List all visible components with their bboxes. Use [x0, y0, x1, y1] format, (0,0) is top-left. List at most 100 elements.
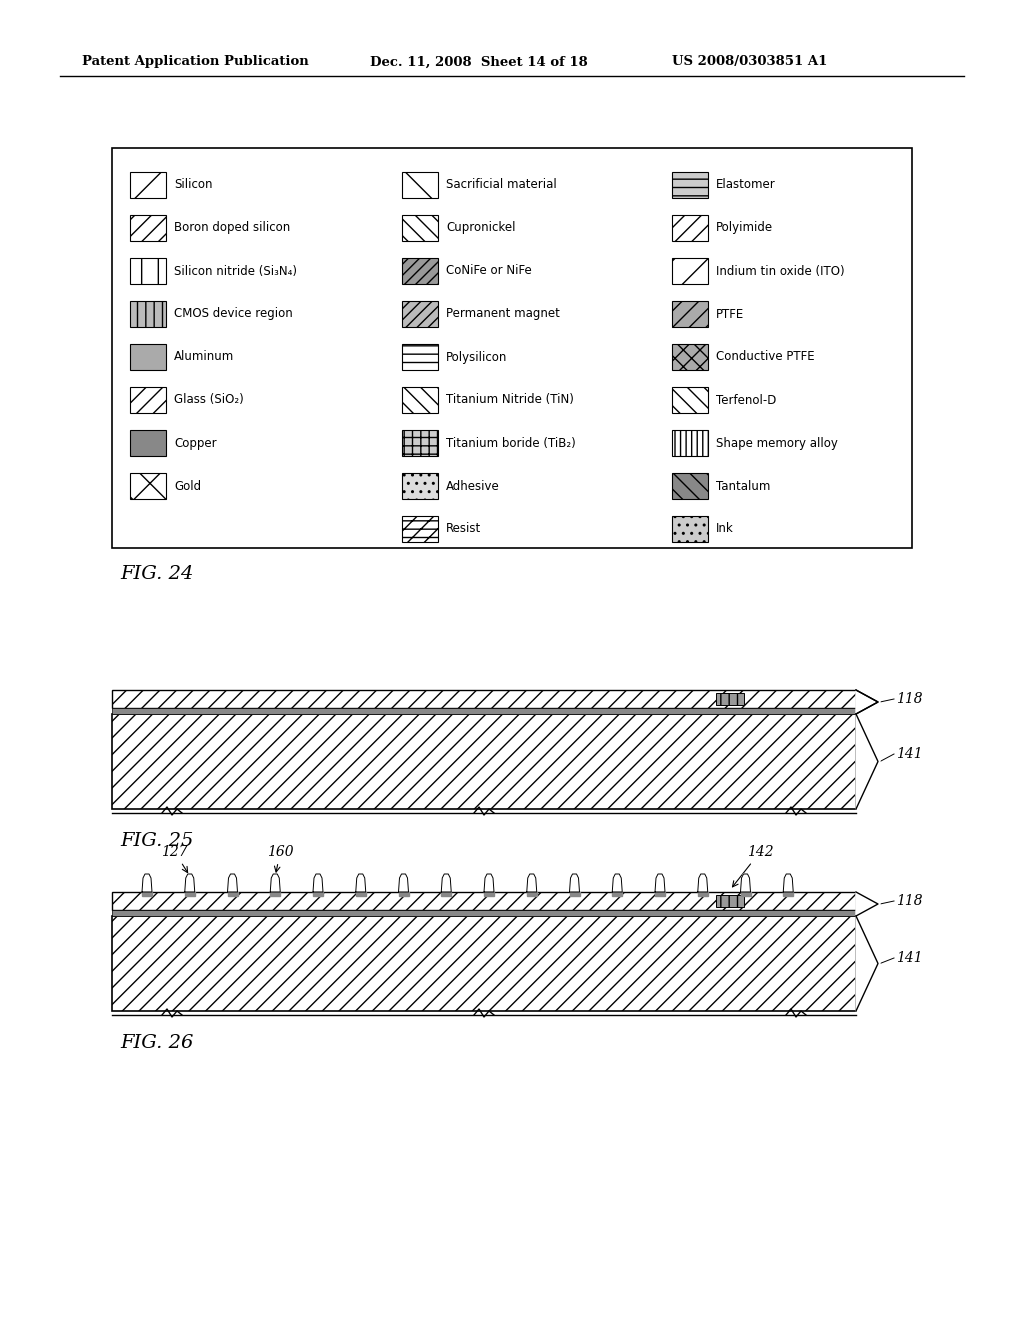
Bar	[130, 301, 166, 327]
Text: 141: 141	[896, 950, 923, 965]
Text: US 2008/0303851 A1: US 2008/0303851 A1	[672, 55, 827, 69]
Polygon shape	[142, 892, 152, 896]
Polygon shape	[227, 874, 238, 892]
Bar	[672, 172, 708, 198]
Text: Silicon: Silicon	[174, 178, 213, 191]
Polygon shape	[270, 874, 281, 892]
Bar	[672, 430, 708, 455]
Text: Adhesive: Adhesive	[446, 479, 500, 492]
Polygon shape	[783, 874, 794, 892]
Text: Titanium Nitride (TiN): Titanium Nitride (TiN)	[446, 393, 573, 407]
Text: Sacrificial material: Sacrificial material	[446, 178, 557, 191]
Bar	[402, 172, 438, 198]
Text: 118: 118	[896, 894, 923, 908]
Bar	[112, 714, 856, 809]
Bar	[402, 473, 438, 499]
Polygon shape	[569, 874, 580, 892]
Text: Conductive PTFE: Conductive PTFE	[716, 351, 815, 363]
Text: Copper: Copper	[174, 437, 217, 450]
Bar	[112, 690, 856, 708]
Bar	[672, 345, 708, 370]
Text: CoNiFe or NiFe: CoNiFe or NiFe	[446, 264, 531, 277]
Text: Tantalum: Tantalum	[716, 479, 770, 492]
Text: FIG. 25: FIG. 25	[120, 832, 194, 850]
Text: Dec. 11, 2008  Sheet 14 of 18: Dec. 11, 2008 Sheet 14 of 18	[370, 55, 588, 69]
Polygon shape	[484, 874, 494, 892]
Bar	[130, 473, 166, 499]
Polygon shape	[856, 688, 880, 715]
Bar	[672, 215, 708, 242]
Polygon shape	[398, 892, 409, 896]
Text: Permanent magnet: Permanent magnet	[446, 308, 560, 321]
Polygon shape	[227, 892, 238, 896]
Bar	[402, 516, 438, 543]
Bar	[672, 257, 708, 284]
Text: Ink: Ink	[716, 523, 734, 536]
Polygon shape	[313, 874, 323, 892]
Bar	[112, 909, 856, 916]
Bar	[130, 172, 166, 198]
Bar	[112, 148, 912, 548]
Text: Polyimide: Polyimide	[716, 222, 773, 235]
Polygon shape	[441, 874, 452, 892]
Text: Aluminum: Aluminum	[174, 351, 234, 363]
Polygon shape	[270, 892, 281, 896]
Text: Boron doped silicon: Boron doped silicon	[174, 222, 290, 235]
Polygon shape	[740, 874, 751, 892]
Polygon shape	[355, 874, 366, 892]
Bar	[672, 516, 708, 543]
Polygon shape	[313, 892, 323, 896]
Bar	[112, 892, 856, 909]
Polygon shape	[697, 874, 708, 892]
Bar	[716, 895, 744, 907]
Bar	[130, 387, 166, 413]
Polygon shape	[355, 892, 366, 896]
Polygon shape	[740, 892, 751, 896]
Bar	[672, 301, 708, 327]
Text: 142: 142	[732, 845, 773, 887]
Polygon shape	[856, 913, 880, 1012]
Bar	[112, 916, 856, 1011]
Text: Silicon nitride (Si₃N₄): Silicon nitride (Si₃N₄)	[174, 264, 297, 277]
Text: 127: 127	[162, 845, 188, 873]
Polygon shape	[569, 892, 580, 896]
Polygon shape	[484, 892, 494, 896]
Polygon shape	[612, 874, 623, 892]
Polygon shape	[526, 874, 537, 892]
Text: PTFE: PTFE	[716, 308, 744, 321]
Polygon shape	[856, 711, 880, 810]
Bar	[716, 693, 744, 705]
Bar	[402, 301, 438, 327]
Polygon shape	[441, 892, 452, 896]
Text: Resist: Resist	[446, 523, 481, 536]
Polygon shape	[655, 892, 665, 896]
Text: 118: 118	[896, 692, 923, 706]
Text: Polysilicon: Polysilicon	[446, 351, 507, 363]
Bar	[402, 215, 438, 242]
Text: Patent Application Publication: Patent Application Publication	[82, 55, 309, 69]
Text: FIG. 26: FIG. 26	[120, 1034, 194, 1052]
Text: 141: 141	[896, 747, 923, 762]
Bar	[130, 215, 166, 242]
Bar	[672, 387, 708, 413]
Polygon shape	[142, 874, 152, 892]
Bar	[130, 257, 166, 284]
Polygon shape	[697, 892, 708, 896]
Polygon shape	[783, 892, 794, 896]
Text: CMOS device region: CMOS device region	[174, 308, 293, 321]
Polygon shape	[398, 874, 409, 892]
Text: Shape memory alloy: Shape memory alloy	[716, 437, 838, 450]
Polygon shape	[526, 892, 537, 896]
Polygon shape	[184, 892, 195, 896]
Bar	[402, 257, 438, 284]
Text: FIG. 24: FIG. 24	[120, 565, 194, 583]
Text: Terfenol-D: Terfenol-D	[716, 393, 776, 407]
Bar	[130, 345, 166, 370]
Text: Elastomer: Elastomer	[716, 178, 776, 191]
Polygon shape	[184, 874, 195, 892]
Polygon shape	[612, 892, 623, 896]
Text: Titanium boride (TiB₂): Titanium boride (TiB₂)	[446, 437, 575, 450]
Text: Glass (SiO₂): Glass (SiO₂)	[174, 393, 244, 407]
Bar	[402, 387, 438, 413]
Text: 160: 160	[267, 845, 294, 873]
